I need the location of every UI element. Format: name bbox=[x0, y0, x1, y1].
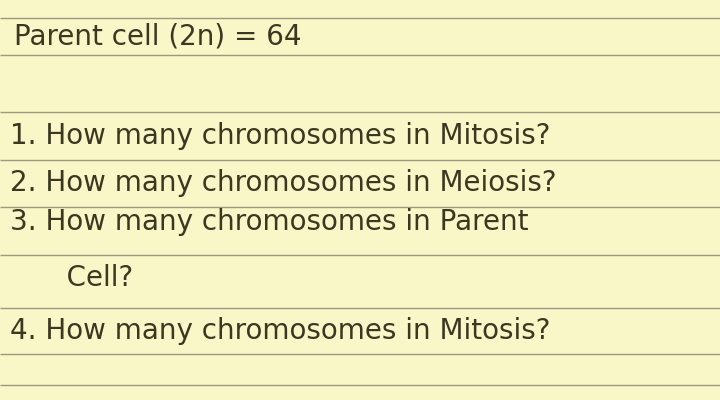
Text: Parent cell (2n) = 64: Parent cell (2n) = 64 bbox=[14, 22, 302, 50]
Text: 2. How many chromosomes in Meiosis?: 2. How many chromosomes in Meiosis? bbox=[10, 169, 557, 197]
Text: 4. How many chromosomes in Mitosis?: 4. How many chromosomes in Mitosis? bbox=[10, 317, 551, 345]
Text: 3. How many chromosomes in Parent: 3. How many chromosomes in Parent bbox=[10, 208, 528, 236]
Text: Cell?: Cell? bbox=[40, 264, 133, 292]
Text: 1. How many chromosomes in Mitosis?: 1. How many chromosomes in Mitosis? bbox=[10, 122, 551, 150]
